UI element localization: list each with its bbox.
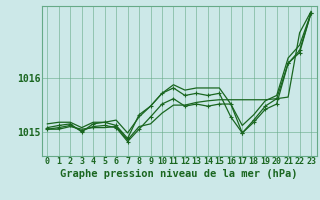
X-axis label: Graphe pression niveau de la mer (hPa): Graphe pression niveau de la mer (hPa) — [60, 169, 298, 179]
